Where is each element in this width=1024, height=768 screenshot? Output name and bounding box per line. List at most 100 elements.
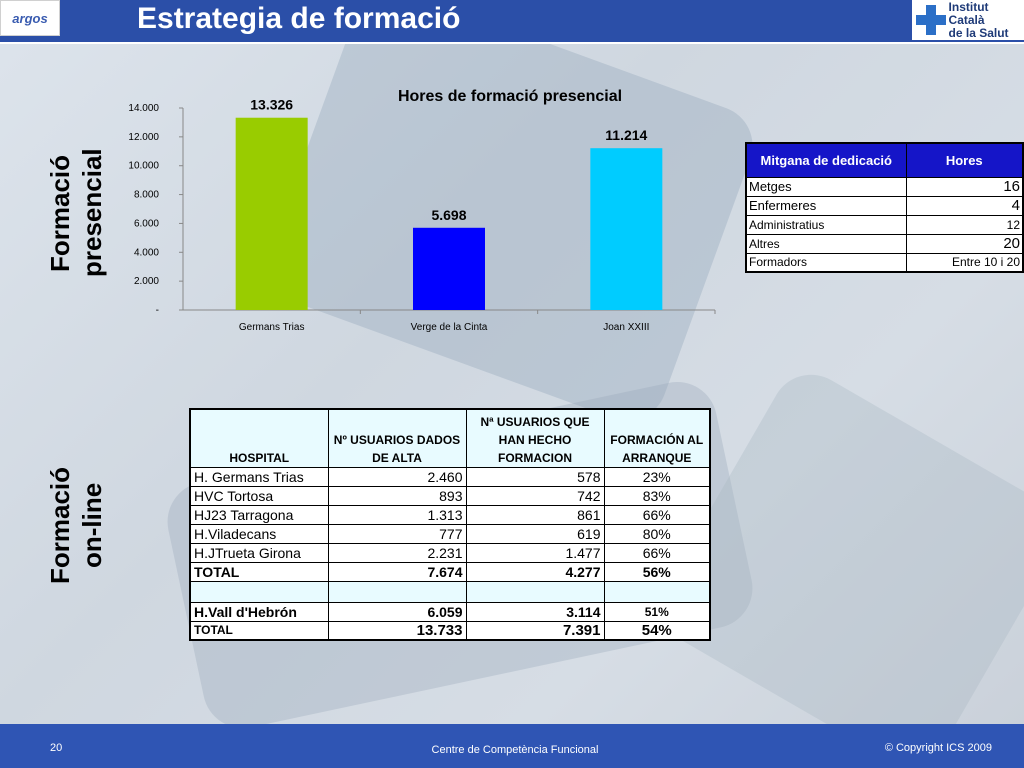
side-label-presencial: Formació presencial <box>44 138 108 288</box>
table-row: H.JTrueta Girona 2.231 1.477 66% <box>189 542 711 563</box>
spacer-cell <box>603 580 711 603</box>
dedication-label: Metges <box>745 176 907 197</box>
x-category-label: Germans Trias <box>239 322 305 333</box>
online-cell: 2.460 <box>327 466 467 487</box>
online-cell: 4.277 <box>465 561 605 582</box>
side-label-online-line2: on-line <box>77 482 107 568</box>
argos-logo-text: argos <box>12 10 48 26</box>
online-header-users: Nº USUARIOS DADOS DE ALTA <box>327 408 467 468</box>
online-cell: 3.114 <box>465 601 605 622</box>
side-label-presencial-line1: Formació <box>45 154 75 272</box>
side-label-online-line1: Formació <box>45 466 75 584</box>
dedication-value: 4 <box>905 195 1024 216</box>
online-cell: 80% <box>603 523 711 544</box>
bar <box>235 117 308 310</box>
dedication-header-label: Mitgana de dedicació <box>745 142 907 178</box>
slide-title: Estrategia de formació <box>137 2 461 35</box>
online-cell: TOTAL <box>189 561 329 582</box>
side-label-online: Formació on-line <box>44 455 108 595</box>
table-row: H.Viladecans 777 619 80% <box>189 523 711 544</box>
online-cell: H. Germans Trias <box>189 466 329 487</box>
online-cell: 777 <box>327 523 467 544</box>
page-number: 20 <box>50 742 63 754</box>
online-cell: H.Viladecans <box>189 523 329 544</box>
online-cell: 7.391 <box>465 620 605 641</box>
dedication-value: Entre 10 i 20 <box>905 252 1024 273</box>
online-cell: 1.477 <box>465 542 605 563</box>
bar <box>590 148 663 310</box>
side-label-presencial-line2: presencial <box>77 148 107 278</box>
bar-value-label: 5.698 <box>431 207 466 223</box>
chart-title: Hores de formació presencial <box>398 88 622 105</box>
online-training-table: HOSPITAL Nº USUARIOS DADOS DE ALTA Nª US… <box>189 408 711 641</box>
dedication-label: Enfermeres <box>745 195 907 216</box>
y-tick-label: 4.000 <box>134 247 159 258</box>
online-cell: 83% <box>603 485 711 506</box>
table-row-total: TOTAL 7.674 4.277 56% <box>189 561 711 582</box>
bar-value-label: 13.326 <box>250 97 293 113</box>
bar <box>413 227 485 310</box>
x-category-label: Verge de la Cinta <box>411 322 488 333</box>
online-cell: 66% <box>603 542 711 563</box>
online-cell: H.JTrueta Girona <box>189 542 329 563</box>
y-tick-label: 10.000 <box>128 161 159 172</box>
y-tick-label: - <box>156 305 159 316</box>
online-cell: 2.231 <box>327 542 467 563</box>
spacer-cell <box>189 580 329 603</box>
table-row: Altres 20 <box>745 233 1024 254</box>
table-row: Administratius 12 <box>745 214 1024 235</box>
spacer-cell <box>327 580 467 603</box>
online-header-startup: FORMACIÓN AL ARRANQUE <box>603 408 711 468</box>
table-row: Enfermeres 4 <box>745 195 1024 216</box>
dedication-value: 12 <box>905 214 1024 235</box>
online-cell: 7.674 <box>327 561 467 582</box>
table-row: Formadors Entre 10 i 20 <box>745 252 1024 273</box>
online-cell: TOTAL <box>189 620 329 641</box>
table-row-vall: H.Vall d'Hebrón 6.059 3.114 51% <box>189 601 711 622</box>
bar-chart: Hores de formació presencial - 2.000 4.000 6… <box>128 88 716 333</box>
y-tick-label: 12.000 <box>128 132 159 143</box>
online-cell: 742 <box>465 485 605 506</box>
spacer-cell <box>465 580 605 603</box>
dedication-label: Administratius <box>745 214 907 235</box>
bar-value-label: 11.214 <box>605 127 647 143</box>
y-tick-label: 2.000 <box>134 276 159 287</box>
table-row: HVC Tortosa 893 742 83% <box>189 485 711 506</box>
online-cell: 893 <box>327 485 467 506</box>
online-cell: 56% <box>603 561 711 582</box>
table-row: H. Germans Trias 2.460 578 23% <box>189 466 711 487</box>
online-cell: 619 <box>465 523 605 544</box>
online-cell: HVC Tortosa <box>189 485 329 506</box>
y-tick-label: 14.000 <box>128 103 159 114</box>
table-row: HJ23 Tarragona 1.313 861 66% <box>189 504 711 525</box>
table-row: Metges 16 <box>745 176 1024 197</box>
footer-center-text: Centre de Competència Funcional <box>431 744 599 756</box>
online-header-hospital: HOSPITAL <box>189 408 329 468</box>
online-cell: HJ23 Tarragona <box>189 504 329 525</box>
copyright: © Copyright ICS 2009 <box>884 742 992 754</box>
dedication-value: 20 <box>905 233 1024 254</box>
y-tick-label: 8.000 <box>134 190 159 201</box>
x-category-label: Joan XXIII <box>603 322 649 333</box>
online-cell: 13.733 <box>327 620 467 641</box>
table-row-grand-total: TOTAL 13.733 7.391 54% <box>189 620 711 641</box>
cross-icon <box>916 5 946 35</box>
slide-footer: 20 Centre de Competència Funcional © Cop… <box>0 724 1024 768</box>
online-cell: 578 <box>465 466 605 487</box>
online-cell: 6.059 <box>327 601 467 622</box>
online-cell: 23% <box>603 466 711 487</box>
online-cell: 1.313 <box>327 504 467 525</box>
dedication-header-hours: Hores <box>905 142 1024 178</box>
argos-logo: argos <box>0 0 60 36</box>
ics-logo-line1: Institut Català <box>948 0 989 27</box>
dedication-table: Mitgana de dedicació Hores Metges 16 Enf… <box>745 142 1024 273</box>
online-cell: 51% <box>603 601 711 622</box>
ics-logo-line2: de la Salut <box>948 25 1009 40</box>
dedication-label: Formadors <box>745 252 907 273</box>
online-cell: 54% <box>603 620 711 641</box>
online-cell: 861 <box>465 504 605 525</box>
online-header-trained: Nª USUARIOS QUE HAN HECHO FORMACION <box>465 408 605 468</box>
dedication-label: Altres <box>745 233 907 254</box>
dedication-value: 16 <box>905 176 1024 197</box>
ics-logo: Institut Català de la Salut <box>912 0 1024 40</box>
